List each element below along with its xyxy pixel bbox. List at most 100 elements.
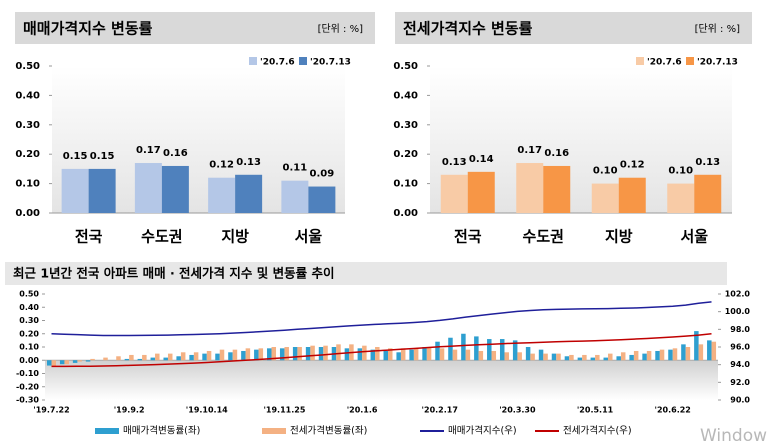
y-tick-label: -0.20 <box>16 382 39 391</box>
bar <box>512 340 518 361</box>
x-tick-label: '19.10.14 <box>186 406 228 415</box>
bar <box>116 356 121 361</box>
bar <box>667 183 695 213</box>
bar <box>202 353 207 361</box>
bar <box>267 348 272 361</box>
bar <box>388 348 393 361</box>
bar <box>435 341 440 361</box>
bar <box>491 350 497 361</box>
x-tick-label: '20.2.17 <box>422 406 458 415</box>
bar <box>551 353 557 361</box>
bar <box>64 360 69 365</box>
value-label: 0.15 <box>90 151 115 162</box>
bar <box>219 349 225 361</box>
x-tick-label: 서울 <box>295 228 323 246</box>
bar <box>241 350 246 361</box>
y-tick-label: 0.10 <box>15 179 40 190</box>
value-label: 0.12 <box>209 160 234 171</box>
bar <box>258 348 264 361</box>
x-tick-label: '20.3.30 <box>499 406 536 415</box>
bar <box>150 357 156 361</box>
bar <box>47 360 52 366</box>
bar <box>72 360 78 363</box>
bar <box>193 352 199 361</box>
bar <box>323 345 328 361</box>
bar <box>487 339 492 361</box>
bar <box>595 354 600 361</box>
bar <box>124 358 130 361</box>
bar <box>88 168 116 213</box>
bar <box>59 360 65 365</box>
bar <box>646 350 652 361</box>
bar <box>297 347 302 361</box>
line <box>51 301 712 337</box>
legend-swatch <box>686 57 694 65</box>
x-tick-label: 전국 <box>454 228 482 246</box>
x-tick-label: 지방 <box>221 228 249 246</box>
y2-tick-label: 96.0 <box>730 343 750 352</box>
bar <box>672 348 678 361</box>
value-label: 0.09 <box>310 169 335 180</box>
y-tick-label: 0.50 <box>393 61 418 72</box>
bar <box>400 348 406 361</box>
bar <box>618 177 646 213</box>
bar <box>142 354 147 361</box>
bar <box>499 339 505 361</box>
y2-tick-label: 98.0 <box>730 325 750 334</box>
value-label: 0.13 <box>442 157 467 168</box>
value-label: 0.17 <box>136 145 161 156</box>
bar <box>137 358 143 361</box>
bar <box>608 353 613 361</box>
bar <box>134 163 162 213</box>
y2-tick-label: 90.0 <box>730 396 750 405</box>
bar <box>292 347 298 361</box>
bar <box>440 174 468 213</box>
bar <box>681 344 686 361</box>
bar <box>422 347 427 361</box>
panel-title: 전세가격지수 변동률 <box>403 20 533 38</box>
panel-title: 매매가격지수 변동률 <box>23 20 153 38</box>
bar <box>448 337 453 361</box>
legend-swatch <box>95 428 119 434</box>
value-label: 0.13 <box>236 157 261 168</box>
legend-label: 매매가격변동률(좌) <box>123 425 200 437</box>
bar <box>465 349 471 361</box>
bar <box>336 344 341 361</box>
bar <box>308 186 336 213</box>
y2-tick-label: 102.0 <box>725 290 751 299</box>
bar <box>206 350 212 361</box>
bar <box>591 183 619 213</box>
bar <box>538 349 544 361</box>
bar <box>504 352 509 361</box>
bar <box>396 352 401 361</box>
y2-tick-label: 94.0 <box>730 360 750 369</box>
bar <box>271 347 277 361</box>
bar <box>569 354 574 361</box>
bar <box>155 353 160 361</box>
y-tick-label: 0.10 <box>19 343 39 352</box>
bar <box>694 331 699 361</box>
bar <box>176 356 181 361</box>
bar <box>51 360 56 367</box>
y-tick-label: 0.10 <box>393 179 418 190</box>
bar <box>633 350 639 361</box>
line <box>51 333 712 368</box>
y-tick-label: 0.00 <box>393 208 418 219</box>
legend-label: '20.7.6 <box>647 58 682 68</box>
bar <box>310 345 315 361</box>
bar <box>413 348 419 361</box>
bar <box>517 352 522 361</box>
legend-swatch <box>262 428 286 434</box>
bar <box>452 349 458 361</box>
bar <box>711 341 717 361</box>
legend-label: '20.7.13 <box>697 58 738 68</box>
legend-label: 전세가격변동률(좌) <box>290 425 367 437</box>
bar <box>525 347 531 361</box>
y-tick-label: 0.30 <box>15 120 40 131</box>
bar <box>383 350 388 361</box>
value-label: 0.13 <box>695 157 720 168</box>
y-tick-label: 0.50 <box>15 61 40 72</box>
negative-area <box>45 360 718 400</box>
value-label: 0.16 <box>163 148 188 159</box>
bar <box>620 352 626 361</box>
